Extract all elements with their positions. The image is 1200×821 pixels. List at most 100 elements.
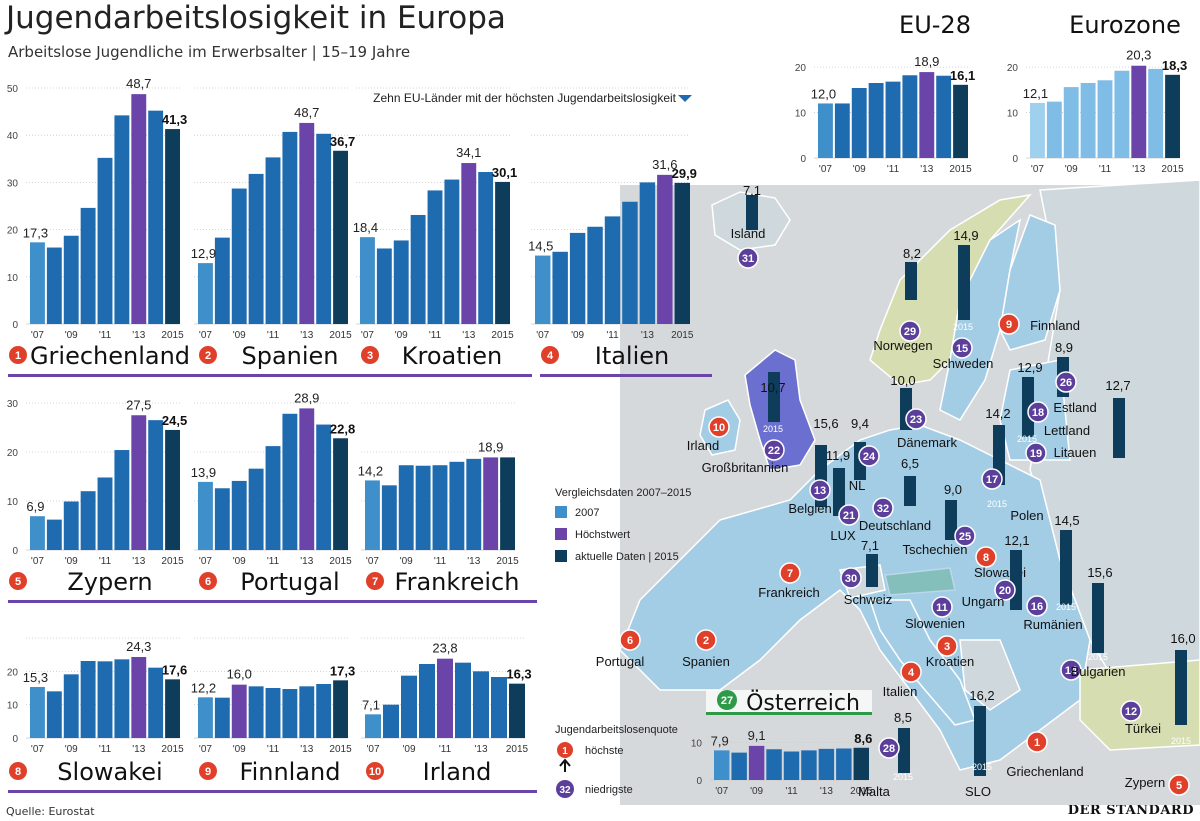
y-tick-label: 10 xyxy=(691,739,703,750)
bar xyxy=(265,157,281,324)
map-country-name: Schweiz xyxy=(844,592,892,607)
map-italy xyxy=(868,599,976,726)
bar xyxy=(214,488,230,550)
map-country-name: Malta xyxy=(858,784,891,799)
y-tick-label: 20 xyxy=(7,226,19,237)
map-country-name: Belgien xyxy=(788,501,831,516)
map-country-estland: 8,9 26 Estland xyxy=(1053,340,1096,415)
map-country-griechenland: 1 Griechenland xyxy=(1006,731,1084,779)
rank-number: 4 xyxy=(547,350,554,362)
data-label-last: 16,3 xyxy=(506,667,531,682)
map-value-label: 10,7 xyxy=(760,380,785,395)
rank-badge xyxy=(1025,442,1047,464)
map-country-nl: 9,4 24 NL xyxy=(849,416,880,493)
title-underline xyxy=(706,712,872,715)
rank-number: 29 xyxy=(904,326,916,338)
x-tick-label: '07 xyxy=(366,556,379,567)
title-underline xyxy=(198,374,370,377)
rank-badge xyxy=(557,742,573,758)
x-tick-label: '07 xyxy=(31,330,44,341)
data-label-last: 22,8 xyxy=(330,421,355,436)
triangle-down-icon xyxy=(678,95,692,102)
bar xyxy=(818,103,833,158)
chart-title: Zypern xyxy=(67,568,152,596)
x-tick-label: '11 xyxy=(439,744,452,755)
map-value-label: 16,0 xyxy=(1170,631,1195,646)
map-value-label: 15,6 xyxy=(813,416,838,431)
chart-title: Spanien xyxy=(241,342,338,370)
rank-badge xyxy=(994,579,1016,601)
map-bar xyxy=(746,195,758,230)
bar xyxy=(401,675,417,738)
x-tick-label: '11 xyxy=(429,330,442,341)
rank-badge xyxy=(717,690,737,710)
bar xyxy=(885,81,901,158)
map-year-label: 2015 xyxy=(987,499,1007,509)
bar xyxy=(316,424,332,550)
bar xyxy=(432,465,448,550)
x-tick-label: '07 xyxy=(536,330,549,341)
map-country-dänemark: 10,0 23 Dänemark xyxy=(890,373,957,450)
map-bar xyxy=(1060,530,1072,605)
x-tick-label: '11 xyxy=(434,556,447,567)
rank-number: 13 xyxy=(814,485,826,497)
rank-badge xyxy=(809,479,831,501)
data-label-first: 12,1 xyxy=(1023,86,1048,101)
x-tick-label: '07 xyxy=(31,556,44,567)
map-country-irland: 10 Irland xyxy=(687,416,730,453)
rank-number: 24 xyxy=(863,451,876,463)
y-tick-label: 0 xyxy=(12,546,18,557)
map-country-name: Dänemark xyxy=(897,435,957,450)
x-tick-label: 2015 xyxy=(491,330,514,341)
map-value-label: 14,9 xyxy=(953,228,978,243)
rank-legend-low: niedrigste xyxy=(585,784,633,796)
data-label-last: 18,3 xyxy=(1162,58,1187,73)
x-tick-label: '07 xyxy=(31,744,44,755)
bar xyxy=(214,237,230,324)
chart-title: Frankreich xyxy=(395,568,520,596)
data-label-last: 36,7 xyxy=(330,134,355,149)
y-tick-label: 40 xyxy=(7,131,19,142)
data-label-first: 12,0 xyxy=(811,86,836,101)
x-tick-label: 2015 xyxy=(329,556,352,567)
bar xyxy=(766,749,782,780)
rank-number: 6 xyxy=(205,576,211,588)
bar xyxy=(63,674,79,738)
map-value-label: 10,0 xyxy=(890,373,915,388)
chart-eu-28: 0 10 20 '07 '09 '11 '13 2015 12,0 18,9 16,1 EU-28 xyxy=(795,11,975,175)
x-tick-label: '13 xyxy=(641,330,654,341)
rank-number: 22 xyxy=(768,445,780,457)
chart-slowakei: 0 10 20 '07 '09 '11 '13 2015 15,3 24,3 17,6 8 Slowak… xyxy=(7,637,200,793)
map-bar xyxy=(974,706,986,776)
bar xyxy=(419,664,435,738)
x-tick-label: '07 xyxy=(361,330,374,341)
bar xyxy=(282,689,298,738)
bar xyxy=(299,408,315,550)
bar xyxy=(165,679,180,738)
bar xyxy=(427,190,443,324)
rank-badge xyxy=(556,780,574,798)
bar xyxy=(478,172,494,324)
rank-number: 26 xyxy=(1060,377,1072,389)
bar xyxy=(97,157,113,324)
rank-number: 18 xyxy=(1032,407,1044,419)
x-tick-label: '13 xyxy=(132,744,145,755)
bar xyxy=(587,226,603,324)
legend-label: 2007 xyxy=(575,507,599,519)
map-value-label: 9,4 xyxy=(851,416,869,431)
x-tick-label: '13 xyxy=(132,556,145,567)
map-country-litauen: 12,7 19 Litauen xyxy=(1025,378,1131,464)
x-tick-label: 2015 xyxy=(161,330,184,341)
bar xyxy=(46,691,62,738)
y-tick-label: 50 xyxy=(7,84,19,95)
bar xyxy=(248,686,264,738)
bar xyxy=(622,201,638,324)
bar xyxy=(231,188,247,324)
bar xyxy=(30,687,45,738)
x-tick-label: '11 xyxy=(785,786,798,797)
map-value-label: 12,1 xyxy=(1004,533,1029,548)
bar xyxy=(148,667,164,738)
chart-title: Portugal xyxy=(240,568,339,596)
rank-number: 1 xyxy=(15,350,21,362)
